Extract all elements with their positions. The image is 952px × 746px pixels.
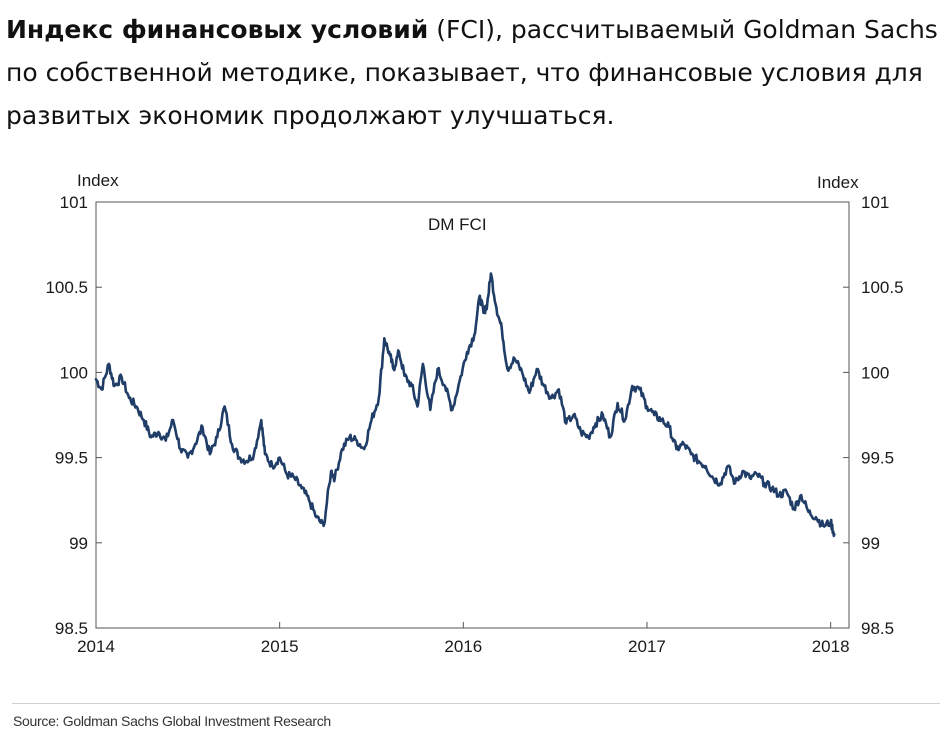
source-note: Source: Goldman Sachs Global Investment …	[13, 713, 331, 729]
source-divider	[12, 703, 940, 704]
left-y-axis: 98.5 99 99.5 100 100.5 101	[45, 193, 102, 638]
plot-frame	[95, 201, 850, 629]
x-axis: 2014 2015 2016 2017 2018	[77, 622, 850, 656]
y-tick-label-right: 98.5	[861, 619, 894, 638]
x-tick-label: 2015	[261, 637, 299, 656]
x-tick-label: 2018	[812, 637, 850, 656]
plot-border	[95, 201, 850, 629]
y-tick-label-left: 99	[69, 534, 88, 553]
y-tick-label-right: 99.5	[861, 449, 894, 468]
y-tick-label-right: 100.5	[861, 278, 904, 297]
x-tick-label: 2014	[77, 637, 115, 656]
y-tick-label-right: 100	[861, 363, 889, 382]
right-y-axis: 98.5 99 99.5 100 100.5 101	[843, 193, 904, 638]
y-tick-label-left: 100	[60, 363, 88, 382]
right-axis-unit-label: Index	[817, 173, 859, 192]
y-tick-label-left: 101	[60, 193, 88, 212]
chart-title: DM FCI	[428, 215, 487, 234]
x-tick-label: 2016	[444, 637, 482, 656]
y-tick-label-right: 101	[861, 193, 889, 212]
y-tick-label-left: 99.5	[55, 449, 88, 468]
y-tick-label-left: 98.5	[55, 619, 88, 638]
y-tick-label-left: 100.5	[45, 278, 88, 297]
x-tick-label: 2017	[628, 637, 666, 656]
fci-line-chart: Index Index DM FCI 98.5 99 99.5 100 100.5 101…	[45, 171, 904, 656]
left-axis-unit-label: Index	[77, 171, 119, 190]
caption-text: Индекс финансовых условий (FCI), рассчит…	[6, 8, 950, 137]
caption-rest: (FCI), рассчитываемый Goldman Sachs по с…	[6, 15, 938, 130]
caption-bold: Индекс финансовых условий	[6, 15, 429, 44]
series-line-dm-fci	[94, 272, 836, 538]
y-tick-label-right: 99	[861, 534, 880, 553]
